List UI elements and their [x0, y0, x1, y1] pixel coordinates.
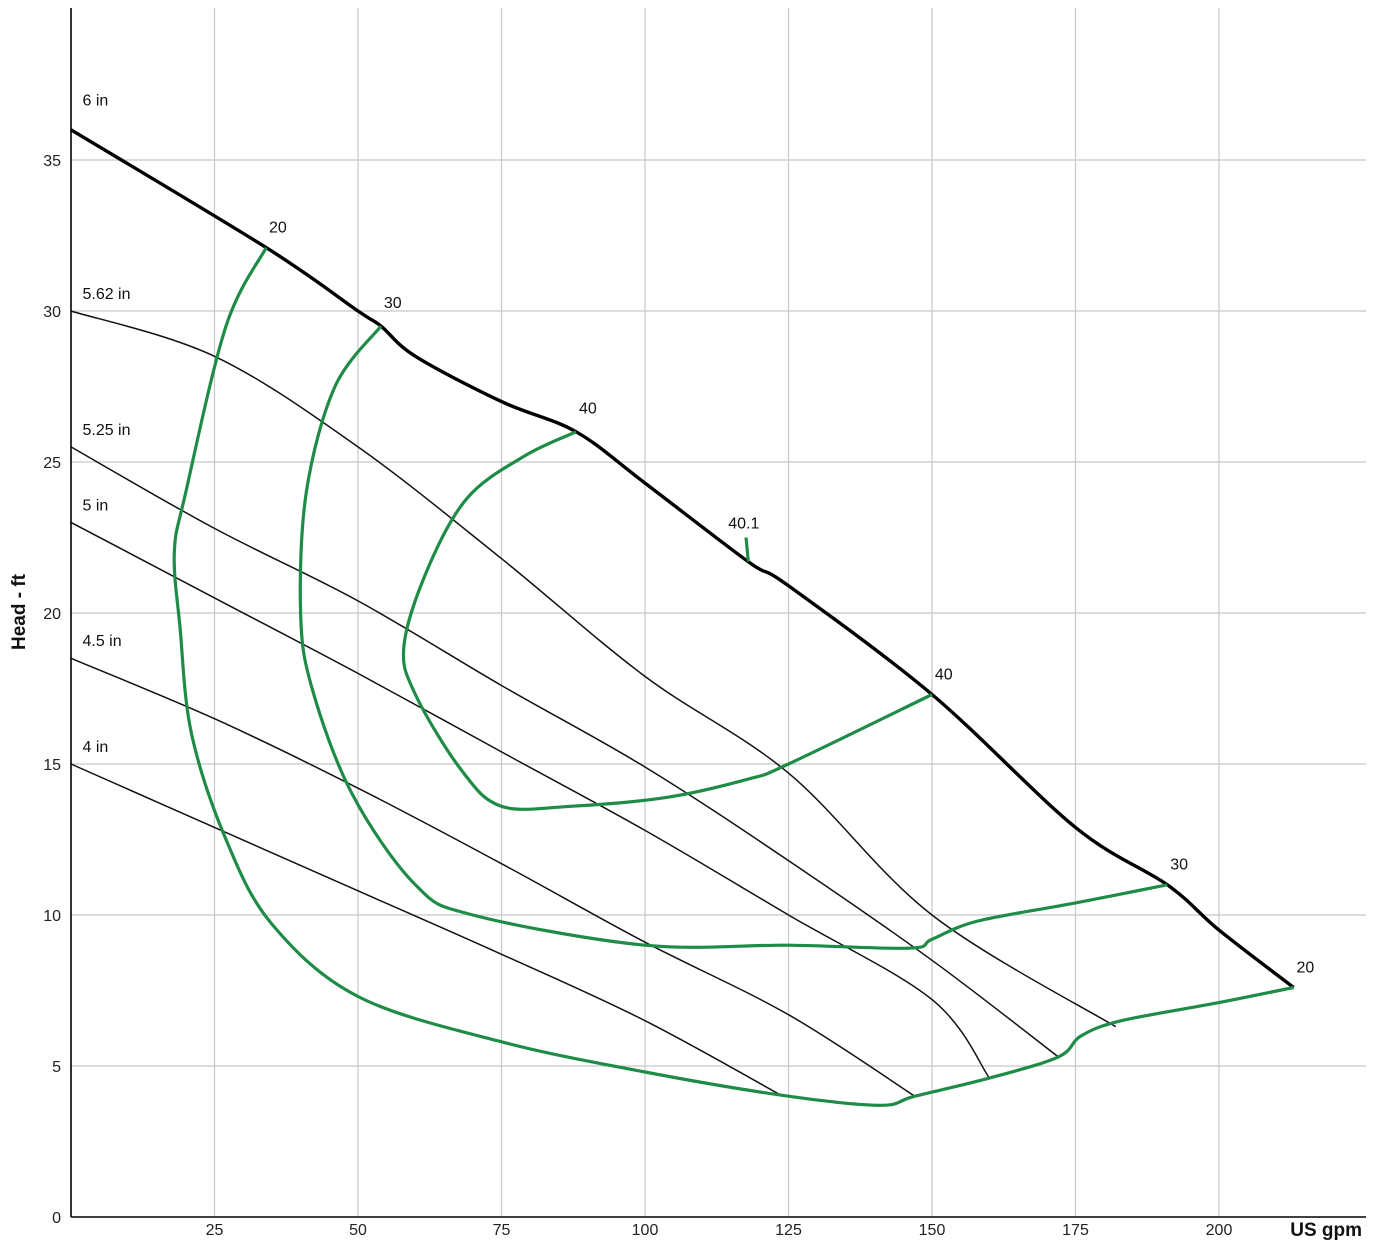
curve-labels: 6 in 5.62 in 5.25 in 5 in 4.5 in 4 in 20 30 40 40…	[82, 93, 1314, 977]
curve-label: 20	[1296, 959, 1314, 976]
y-tick-label: 25	[43, 455, 61, 472]
impeller-curve-4-5-in	[70, 657, 916, 1097]
impeller-curve-5-62-in	[70, 310, 1117, 1028]
y-tick-label: 0	[52, 1210, 61, 1227]
impeller-curve-5-in	[70, 521, 991, 1079]
bep-marker	[744, 537, 750, 562]
x-tick-label: 150	[919, 1222, 946, 1239]
efficiency-curve-20	[172, 246, 1294, 1107]
curves	[70, 128, 1295, 1107]
impeller-curve-6-in	[70, 128, 1295, 989]
x-tick-label: 25	[206, 1222, 224, 1239]
curve-label: 40.1	[728, 515, 759, 532]
efficiency-curve-30	[298, 325, 1168, 950]
curve-label: 4.5 in	[82, 633, 121, 650]
y-tick-label: 35	[43, 153, 61, 170]
curve-label: 5 in	[82, 497, 108, 514]
y-tick-label: 20	[43, 606, 61, 623]
impeller-curve-5-25-in	[70, 446, 1059, 1058]
y-axis-label: Head - ft	[9, 573, 30, 650]
tick-labels: 25 50 75 100 125 150 175 200 0 5 10 15 20 25 30 35	[43, 153, 1232, 1239]
y-tick-label: 15	[43, 757, 61, 774]
curve-label: 6 in	[82, 93, 108, 110]
efficiency-curve-40	[401, 430, 933, 811]
curve-label: 4 in	[82, 739, 108, 756]
x-tick-label: 125	[775, 1222, 802, 1239]
y-tick-label: 30	[43, 304, 61, 321]
y-tick-label: 5	[52, 1059, 61, 1076]
x-tick-label: 50	[349, 1222, 367, 1239]
grid	[71, 8, 1366, 1217]
x-axis-label: US gpm	[1290, 1220, 1362, 1241]
curve-label: 40	[935, 666, 953, 683]
curve-label: 40	[579, 401, 597, 418]
x-tick-label: 200	[1206, 1222, 1233, 1239]
x-tick-label: 100	[632, 1222, 659, 1239]
curve-label: 30	[384, 295, 402, 312]
axes	[70, 8, 1366, 1218]
y-tick-label: 10	[43, 908, 61, 925]
curve-label: 5.25 in	[82, 422, 130, 439]
impeller-curve-4-in	[70, 763, 784, 1097]
curve-label: 20	[269, 219, 287, 236]
curve-label: 5.62 in	[82, 286, 130, 303]
curve-label: 30	[1170, 857, 1188, 874]
x-tick-label: 175	[1062, 1222, 1089, 1239]
x-tick-label: 75	[493, 1222, 511, 1239]
